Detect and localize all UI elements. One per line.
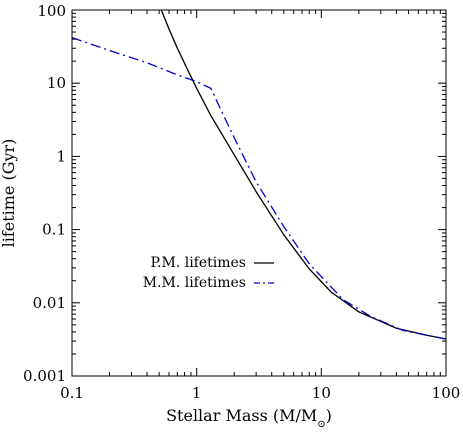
x-axis-label: Stellar Mass (M/M⊙) bbox=[166, 406, 332, 430]
sun-symbol: ⊙ bbox=[317, 419, 325, 430]
x-axis-label-main: Stellar Mass (M/M bbox=[166, 406, 317, 425]
y-tick-label: 10 bbox=[47, 74, 66, 92]
y-tick-label: 100 bbox=[37, 2, 66, 20]
y-axis-label: lifetime (Gyr) bbox=[0, 139, 18, 248]
legend-label-mm: M.M. lifetimes bbox=[143, 275, 246, 291]
series-line-mm bbox=[72, 36, 446, 340]
y-tick-label: 1 bbox=[56, 147, 66, 165]
legend: P.M. lifetimes M.M. lifetimes bbox=[143, 255, 274, 291]
y-tick-label: 0.01 bbox=[33, 294, 66, 312]
x-axis-label-close: ) bbox=[326, 406, 332, 425]
y-tick-label: 0.001 bbox=[23, 367, 66, 385]
legend-label-pm: P.M. lifetimes bbox=[150, 255, 246, 271]
x-tick-label: 0.1 bbox=[60, 384, 84, 402]
x-tick-label: 100 bbox=[432, 384, 461, 402]
plot-frame bbox=[71, 9, 447, 377]
x-tick-label: 10 bbox=[312, 384, 331, 402]
x-tick-label: 1 bbox=[192, 384, 202, 402]
y-tick-label: 0.1 bbox=[42, 221, 66, 239]
